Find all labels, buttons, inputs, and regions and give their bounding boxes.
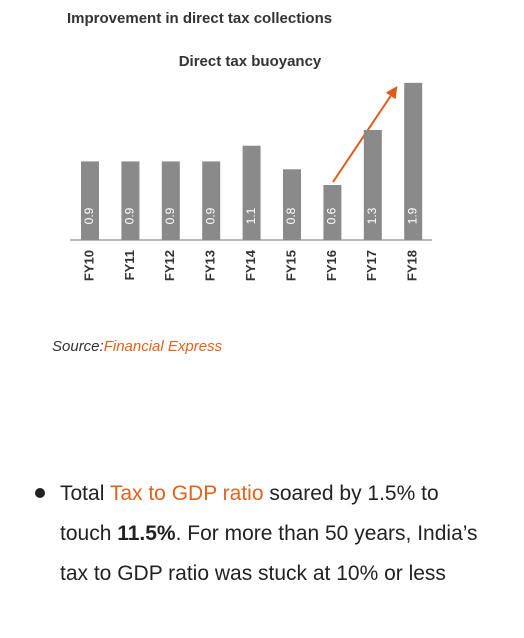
bar — [81, 161, 99, 240]
value-label: 0.6 — [325, 207, 339, 224]
bar — [363, 130, 382, 240]
value-label: 0.9 — [123, 207, 137, 224]
bar — [202, 161, 221, 240]
text: soared by 1.5% to touch — [60, 482, 439, 545]
text: Total — [60, 482, 110, 505]
bold-text: 11.5% — [117, 522, 176, 545]
value-label: 0.9 — [82, 207, 96, 224]
x-tick-label: FY18 — [405, 250, 420, 281]
bar — [242, 145, 261, 240]
x-tick-label: FY12 — [162, 250, 177, 281]
x-tick-label: FY16 — [324, 250, 339, 281]
x-tick-label: FY10 — [81, 250, 96, 281]
link[interactable]: Tax to GDP ratio — [109, 482, 264, 505]
chart: Improvement in direct tax collections Di… — [67, 10, 432, 281]
text: . For more than 50 years, India’s tax to… — [60, 522, 478, 585]
source: Source:Financial Express — [52, 338, 222, 355]
x-tick-label: FY13 — [203, 250, 218, 281]
value-label: 0.9 — [163, 207, 177, 224]
bar — [121, 161, 140, 240]
x-tick-label: FY17 — [364, 250, 379, 281]
bullet-text: Total Tax to GDP ratio soared by 1.5% to… — [60, 474, 490, 594]
value-label: 1.1 — [244, 207, 258, 224]
value-label: 1.3 — [365, 207, 379, 224]
value-label: 1.9 — [405, 207, 419, 224]
chart-title: Improvement in direct tax collections — [67, 10, 332, 27]
source-label: Source: — [52, 338, 104, 355]
x-tick-label: FY15 — [283, 250, 298, 281]
bullet-dot — [35, 488, 45, 498]
chart-subtitle: Direct tax buoyancy — [179, 53, 322, 70]
bar — [323, 185, 342, 240]
source-name[interactable]: Financial Express — [103, 338, 223, 355]
bar — [161, 161, 180, 240]
value-label: 0.8 — [284, 207, 298, 224]
bar — [283, 169, 301, 240]
value-label: 0.9 — [203, 207, 217, 224]
bar — [404, 82, 423, 240]
x-tick-label: FY11 — [122, 250, 137, 280]
x-tick-label: FY14 — [243, 249, 258, 281]
